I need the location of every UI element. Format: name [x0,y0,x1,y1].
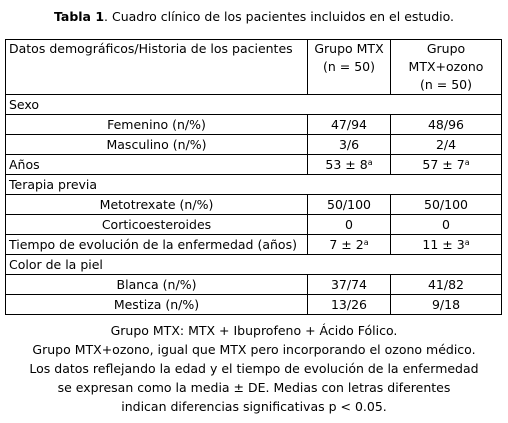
table-row: Mestiza (n/%) 13/26 9/18 [5,294,502,315]
cell-ozono: 57 ± 7a [390,154,502,175]
row-label: Femenino (n/%) [5,114,308,135]
caption-label: Tabla 1 [53,9,105,24]
table-row: Metotrexate (n/%) 50/100 50/100 [5,194,502,215]
cell-ozono: 9/18 [390,294,502,315]
cell-ozono: 0 [390,214,502,235]
footnote-line: Los datos reflejando la edad y el tiempo… [29,361,479,376]
table-row: Masculino (n/%) 3/6 2/4 [5,134,502,155]
footnote-line: Grupo MTX: MTX + Ibuprofeno + Ácido Fóli… [110,323,398,338]
clinical-table: Datos demográficos/Historia de los pacie… [5,39,502,315]
table-footnote: Grupo MTX: MTX + Ibuprofeno + Ácido Fóli… [0,321,508,416]
cell-mtx: 7 ± 2a [307,234,391,255]
footnote-line: Grupo MTX+ozono, igual que MTX pero inco… [32,342,476,357]
cell-ozono: 2/4 [390,134,502,155]
section-row-color: Color de la piel [5,254,502,275]
footnote-line: se expresan como la media ± DE. Medias c… [57,380,451,395]
cell-mtx: 53 ± 8a [307,154,391,175]
cell-ozono: 11 ± 3a [390,234,502,255]
section-terapia-previa: Terapia previa [5,174,502,195]
row-label: Metotrexate (n/%) [5,194,308,215]
cell-ozono: 41/82 [390,274,502,295]
table-row: Femenino (n/%) 47/94 48/96 [5,114,502,135]
section-color-piel: Color de la piel [5,254,502,275]
footnote-line: indican diferencias significativas p < 0… [121,399,387,414]
cell-ozono: 50/100 [390,194,502,215]
cell-mtx: 37/74 [307,274,391,295]
row-label: Corticoesteroides [5,214,308,235]
table-row: Corticoesteroides 0 0 [5,214,502,235]
cell-ozono: 48/96 [390,114,502,135]
header-row: Datos demográficos/Historia de los pacie… [5,39,502,95]
row-label: Años [5,154,308,175]
section-row-sexo: Sexo [5,94,502,115]
table-row: Años 53 ± 8a 57 ± 7a [5,154,502,175]
header-group-mtx: Grupo MTX (n = 50) [307,39,391,95]
row-label: Mestiza (n/%) [5,294,308,315]
cell-mtx: 3/6 [307,134,391,155]
header-group-mtx-ozono: Grupo MTX+ozono (n = 50) [390,39,502,95]
cell-mtx: 13/26 [307,294,391,315]
cell-mtx: 0 [307,214,391,235]
section-sexo: Sexo [5,94,502,115]
cell-mtx: 47/94 [307,114,391,135]
table-caption: Tabla 1. Cuadro clínico de los pacientes… [0,9,508,24]
header-demographics: Datos demográficos/Historia de los pacie… [5,39,308,95]
row-label: Masculino (n/%) [5,134,308,155]
cell-mtx: 50/100 [307,194,391,215]
row-label: Blanca (n/%) [5,274,308,295]
row-label: Tiempo de evolución de la enfermedad (añ… [5,234,308,255]
table-row: Blanca (n/%) 37/74 41/82 [5,274,502,295]
section-row-terapia: Terapia previa [5,174,502,195]
caption-text: . Cuadro clínico de los pacientes inclui… [104,9,455,24]
table-row: Tiempo de evolución de la enfermedad (añ… [5,234,502,255]
